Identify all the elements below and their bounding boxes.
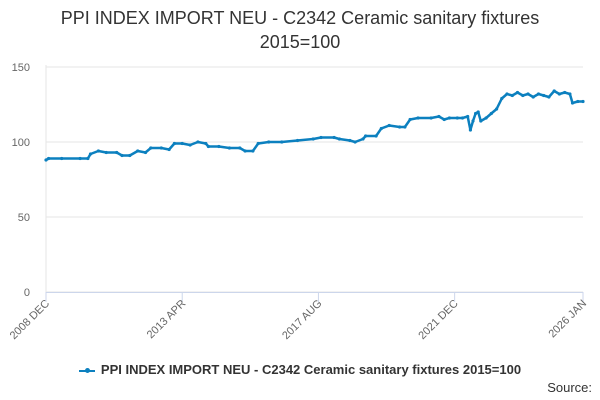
data-point-0-64: [515, 90, 520, 95]
data-point-0-26: [251, 149, 255, 153]
data-point-0-77: [581, 99, 585, 104]
data-point-0-45: [416, 116, 420, 120]
data-point-0-32: [319, 135, 323, 140]
data-point-0-6: [96, 149, 100, 153]
data-point-0-27: [256, 141, 260, 146]
data-point-0-52: [466, 114, 470, 119]
data-point-0-11: [136, 149, 140, 153]
source-label: Source:: [547, 380, 592, 395]
data-point-0-22: [217, 144, 221, 149]
x-axis: 2008 DEC 2013 APR 2017 AUG 2021 DEC 2026 JAN: [8, 292, 589, 342]
x-tick-label-3: 2021 DEC: [416, 298, 460, 342]
x-tick-label-2: 2017 AUG: [280, 298, 324, 342]
data-point-0-9: [120, 153, 124, 158]
data-point-0-39: [374, 134, 378, 138]
data-point-0-5: [88, 152, 93, 156]
plot-series: [44, 89, 585, 162]
data-point-0-1: [47, 156, 51, 161]
data-point-0-28: [267, 140, 271, 144]
legend-line-marker-icon: [78, 367, 95, 373]
data-point-0-25: [243, 149, 247, 153]
data-point-0-40: [379, 126, 383, 131]
data-point-0-72: [557, 92, 562, 96]
y-tick-label-150: 150: [12, 62, 30, 74]
x-tick-label-0: 2008 DEC: [8, 298, 52, 342]
data-point-0-19: [196, 140, 200, 144]
data-point-0-35: [348, 138, 352, 143]
legend-series-label: PPI INDEX IMPORT NEU - C2342 Ceramic san…: [100, 362, 522, 377]
data-point-0-76: [576, 99, 580, 104]
data-point-0-65: [521, 93, 525, 98]
y-tick-label-100: 100: [12, 137, 30, 149]
data-point-0-37: [361, 137, 365, 141]
data-point-0-36: [353, 140, 357, 144]
data-point-0-69: [542, 93, 546, 98]
chart-title: PPI INDEX IMPORT NEU - C2342 Ceramic san…: [0, 6, 600, 54]
data-point-0-42: [398, 125, 402, 129]
data-point-0-51: [460, 116, 465, 120]
data-point-0-63: [510, 93, 514, 98]
data-point-0-29: [280, 140, 284, 144]
data-point-0-70: [547, 95, 551, 99]
data-point-0-67: [531, 95, 535, 99]
series-line-0: [45, 89, 583, 162]
data-point-0-61: [500, 96, 504, 101]
chart-title-line-1: PPI INDEX IMPORT NEU - C2342 Ceramic san…: [60, 8, 540, 28]
data-point-0-59: [489, 111, 493, 116]
legend[interactable]: PPI INDEX IMPORT NEU - C2342 Ceramic san…: [0, 362, 600, 377]
data-point-0-15: [167, 147, 171, 152]
data-point-0-20: [204, 141, 208, 146]
x-tick-label-1: 2013 APR: [145, 298, 189, 342]
data-point-0-0: [44, 158, 48, 162]
data-point-0-34: [337, 137, 341, 141]
data-point-0-10: [128, 153, 132, 158]
data-point-0-33: [332, 135, 336, 140]
data-point-0-23: [227, 146, 231, 150]
y-tick-label-50: 50: [18, 212, 30, 224]
y-tick-label-0: 0: [24, 287, 30, 299]
data-point-0-55: [474, 111, 478, 116]
data-point-0-44: [408, 117, 412, 122]
data-point-0-43: [403, 125, 407, 129]
data-point-0-18: [188, 143, 192, 147]
data-point-0-49: [447, 116, 451, 120]
data-point-0-8: [115, 150, 119, 155]
data-point-0-74: [568, 92, 572, 96]
data-point-0-50: [455, 116, 459, 120]
data-point-0-38: [364, 134, 368, 138]
data-point-0-75: [570, 101, 575, 105]
data-point-0-53: [468, 128, 472, 132]
data-point-0-31: [311, 137, 315, 141]
data-point-0-58: [484, 116, 488, 120]
data-point-0-4: [86, 156, 90, 161]
data-point-0-46: [429, 116, 433, 120]
y-axis: 0 50 100 150: [12, 62, 30, 299]
data-point-0-48: [442, 117, 446, 122]
data-point-0-7: [104, 150, 108, 155]
data-point-0-66: [526, 92, 530, 96]
data-point-0-16: [172, 141, 176, 146]
data-point-0-30: [295, 138, 300, 143]
data-point-0-17: [180, 141, 184, 146]
data-point-0-2: [60, 156, 64, 161]
chart-title-line-2: 2015=100: [259, 32, 341, 52]
data-point-0-47: [437, 114, 441, 119]
data-point-0-24: [238, 146, 242, 150]
data-point-0-12: [143, 150, 148, 155]
data-point-0-71: [552, 89, 556, 93]
data-point-0-54: [471, 119, 475, 123]
data-point-0-62: [505, 92, 509, 96]
data-point-0-41: [387, 123, 391, 128]
data-point-0-60: [495, 107, 499, 111]
data-point-0-57: [479, 119, 483, 123]
data-point-0-13: [149, 146, 153, 150]
data-point-0-14: [159, 146, 163, 150]
data-point-0-56: [476, 110, 480, 114]
data-point-0-68: [536, 92, 541, 96]
data-point-0-21: [206, 144, 210, 149]
data-point-0-3: [78, 156, 82, 161]
x-tick-label-4: 2026 JAN: [546, 298, 589, 341]
data-point-0-73: [563, 90, 567, 95]
